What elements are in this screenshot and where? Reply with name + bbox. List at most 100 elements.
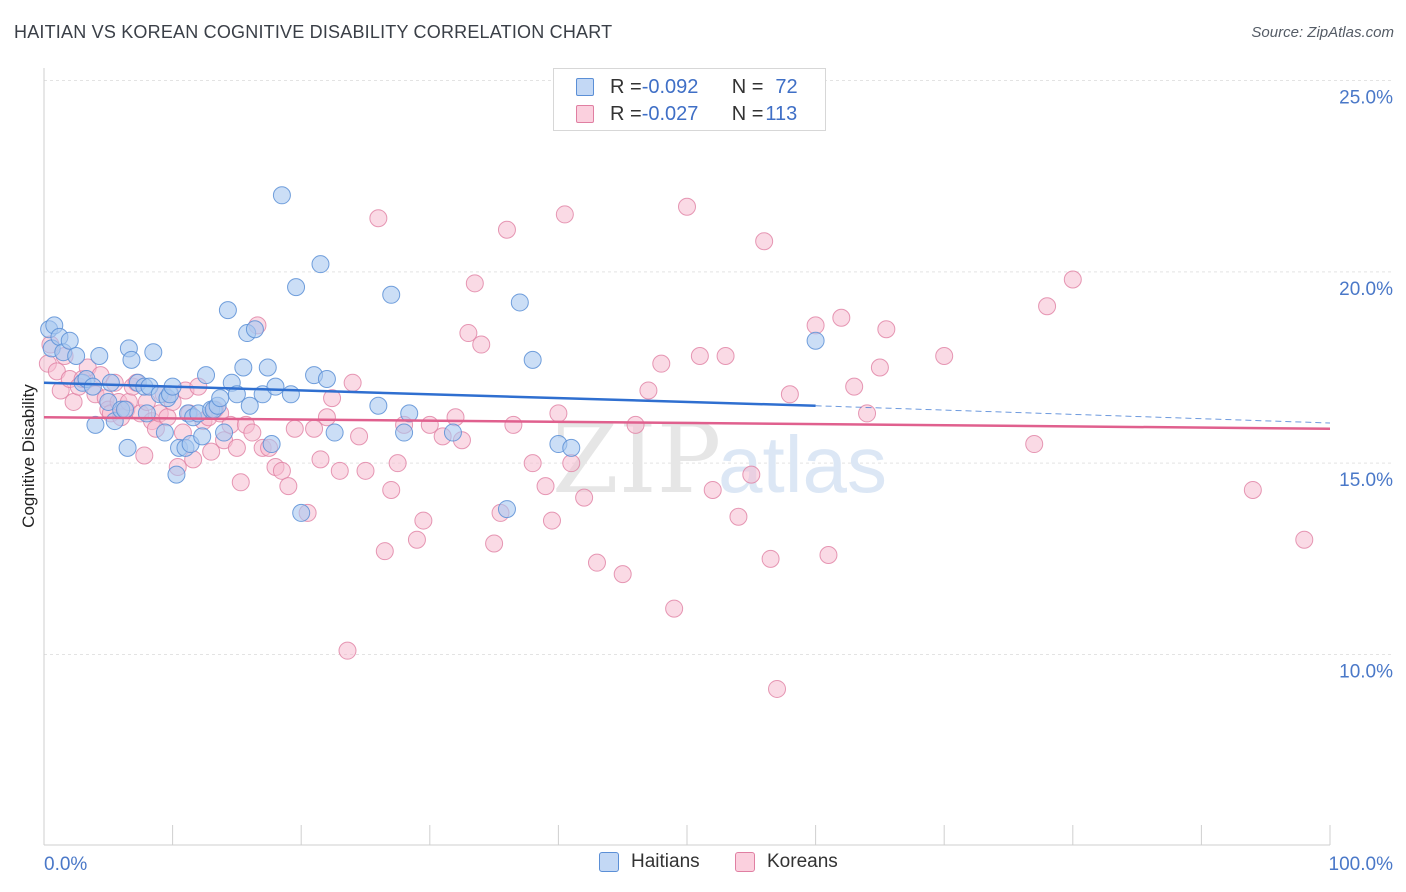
bottom-legend-haitians[interactable]: Haitians — [599, 851, 700, 873]
korean-point — [542, 511, 561, 530]
korean-point — [690, 347, 709, 366]
watermark-atlas: atlas — [718, 420, 887, 509]
haitian-point — [382, 285, 401, 304]
haitian-point — [218, 301, 237, 320]
haitian-point — [497, 500, 516, 519]
haitians-legend-label: Haitians — [631, 851, 700, 872]
haitian-point — [292, 503, 311, 522]
bottom-legend-koreans[interactable]: Koreans — [735, 851, 838, 873]
legend-row-haitians: R = -0.092 N = 72 — [576, 75, 798, 99]
haitian-point — [211, 389, 230, 408]
koreans-r-value: -0.027 — [641, 102, 699, 125]
y-axis-title: Cognitive Disability — [19, 384, 38, 528]
korean-point — [330, 461, 349, 480]
korean-point — [504, 415, 523, 434]
haitians-legend-swatch — [599, 852, 619, 872]
haitians-r-label: R = — [610, 75, 642, 98]
y-tick-label: 15.0% — [1339, 470, 1393, 491]
haitian-point — [245, 320, 264, 339]
haitian-point — [325, 423, 344, 442]
korean-point — [555, 205, 574, 224]
korean-point — [768, 679, 787, 698]
haitian-point — [311, 255, 330, 274]
korean-point — [1243, 480, 1262, 499]
haitian-point — [167, 465, 186, 484]
korean-point — [652, 354, 671, 373]
korean-point — [1025, 435, 1044, 454]
haitians-trend-extension — [815, 405, 1331, 424]
korean-point — [356, 461, 375, 480]
bottom-legend: Haitians Koreans — [0, 851, 1406, 877]
x-tick-labels: 0.0% 100.0% — [44, 854, 1393, 875]
korean-point — [1063, 270, 1082, 289]
haitians-n-label: N = — [731, 75, 764, 98]
korean-point — [317, 408, 336, 427]
haitian-point — [443, 423, 462, 442]
y-tick-labels: 10.0% 15.0% 20.0% 25.0% — [1339, 88, 1393, 683]
haitian-point — [67, 347, 86, 366]
korean-point — [231, 473, 250, 492]
x-tick-label: 100.0% — [1329, 854, 1394, 875]
korean-point — [323, 389, 342, 408]
korean-point — [350, 427, 369, 446]
korean-point — [832, 308, 851, 327]
haitians-n-value: 72 — [775, 75, 798, 98]
korean-point — [877, 320, 896, 339]
y-tick-label: 10.0% — [1339, 662, 1393, 683]
haitian-point — [262, 435, 281, 454]
korean-point — [819, 546, 838, 565]
korean-point — [780, 385, 799, 404]
haitian-point — [227, 385, 246, 404]
chart-title: HAITIAN VS KOREAN COGNITIVE DISABILITY C… — [14, 22, 613, 42]
korean-point — [369, 209, 388, 228]
koreans-r-label: R = — [610, 102, 642, 125]
watermark: ZIP atlas — [552, 403, 887, 515]
haitian-point — [118, 438, 137, 457]
haitian-point — [287, 278, 306, 297]
korean-point — [536, 477, 555, 496]
haitian-point — [101, 373, 120, 392]
haitian-point — [60, 331, 79, 350]
haitian-point — [258, 358, 277, 377]
haitian-point — [317, 369, 336, 388]
korean-point — [858, 404, 877, 423]
haitian-point — [395, 423, 414, 442]
korean-point — [279, 477, 298, 496]
koreans-n-value: 113 — [765, 102, 798, 125]
source-prefix: Source: — [1251, 24, 1308, 41]
koreans-n-label: N = — [731, 102, 764, 125]
korean-point — [678, 197, 696, 216]
haitian-point — [215, 423, 234, 442]
haitians-r-value: -0.092 — [641, 75, 699, 98]
haitian-point — [155, 423, 174, 442]
koreans-legend-label: Koreans — [767, 851, 838, 872]
korean-point — [729, 507, 748, 526]
legend-row-koreans: R = -0.027 N = 113 — [576, 102, 797, 126]
trend-lines — [43, 381, 1331, 430]
source-site[interactable]: ZipAtlas.com — [1307, 24, 1394, 41]
korean-point — [549, 404, 568, 423]
korean-point — [414, 511, 433, 530]
korean-point — [446, 408, 465, 427]
korean-point — [202, 442, 221, 461]
korean-point — [587, 553, 606, 572]
korean-point — [272, 461, 291, 480]
korean-point — [64, 392, 83, 411]
korean-point — [1038, 297, 1057, 316]
haitian-point — [144, 343, 163, 362]
korean-point — [459, 324, 478, 343]
korean-point — [703, 480, 722, 499]
haitian-point — [510, 293, 529, 312]
haitian-point — [523, 350, 542, 369]
korean-point — [935, 347, 954, 366]
y-tick-label: 25.0% — [1339, 88, 1393, 109]
korean-point — [626, 415, 645, 434]
haitian-point — [83, 377, 102, 396]
korean-point — [806, 316, 825, 335]
korean-point — [755, 232, 774, 251]
haitians-swatch — [576, 78, 594, 96]
haitian-point — [369, 396, 388, 415]
haitian-point — [234, 358, 253, 377]
korean-point — [135, 446, 154, 465]
